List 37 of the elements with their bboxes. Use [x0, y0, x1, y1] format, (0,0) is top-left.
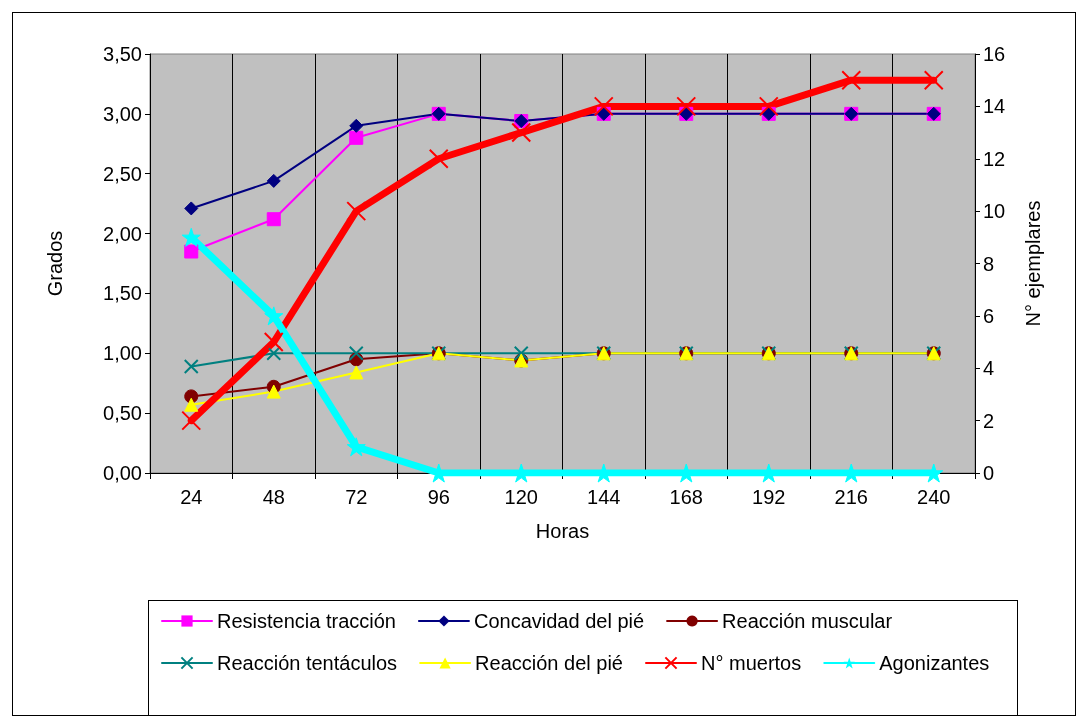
legend-label: N° muertos — [700, 652, 802, 674]
y2-axis-title: N° ejemplares — [1022, 200, 1044, 327]
y-tick-label: 3,00 — [103, 102, 142, 125]
x-tick-label: 24 — [180, 486, 203, 508]
x-axis-title: Horas — [535, 520, 590, 542]
legend-label: Concavidad del pié — [473, 610, 645, 632]
y-tick-label: 2,00 — [103, 222, 142, 245]
x-tick-label: 96 — [427, 486, 450, 508]
y2-tick-label: 14 — [983, 95, 1006, 118]
y2-tick-label: 10 — [983, 200, 1006, 223]
y-tick-label: 0,00 — [103, 462, 142, 484]
y2-tick-label: 0 — [983, 462, 995, 484]
y2-tick-label: 2 — [983, 409, 995, 432]
legend-label: Resistencia tracción — [217, 610, 396, 632]
y-axis-title: Grados — [44, 230, 66, 297]
y-tick-label: 2,50 — [103, 162, 142, 185]
y-tick-label: 3,50 — [103, 43, 142, 65]
x-tick-label: 72 — [345, 486, 368, 508]
x-tick-label: 168 — [669, 486, 703, 508]
x-tick-label: 144 — [587, 486, 621, 508]
legend-label: Reacción del pié — [475, 652, 623, 674]
y-tick-label: 0,50 — [103, 402, 142, 425]
y-tick-label: 1,00 — [103, 342, 142, 365]
x-tick-label: 120 — [504, 486, 538, 508]
x-tick-label: 216 — [834, 486, 868, 508]
y2-tick-label: 6 — [983, 304, 995, 327]
legend-label: Agonizantes — [879, 652, 990, 674]
y2-tick-label: 16 — [983, 43, 1006, 65]
y2-tick-label: 8 — [983, 252, 995, 275]
legend-label: Reacción tentáculos — [217, 652, 398, 674]
y2-tick-label: 12 — [983, 147, 1006, 170]
x-tick-label: 192 — [752, 486, 786, 508]
x-tick-label: 48 — [262, 486, 285, 508]
x-tick-label: 240 — [917, 486, 951, 508]
y-tick-label: 1,50 — [103, 282, 142, 305]
legend-label: Reacción muscular — [722, 610, 893, 632]
y2-tick-label: 4 — [983, 357, 995, 380]
